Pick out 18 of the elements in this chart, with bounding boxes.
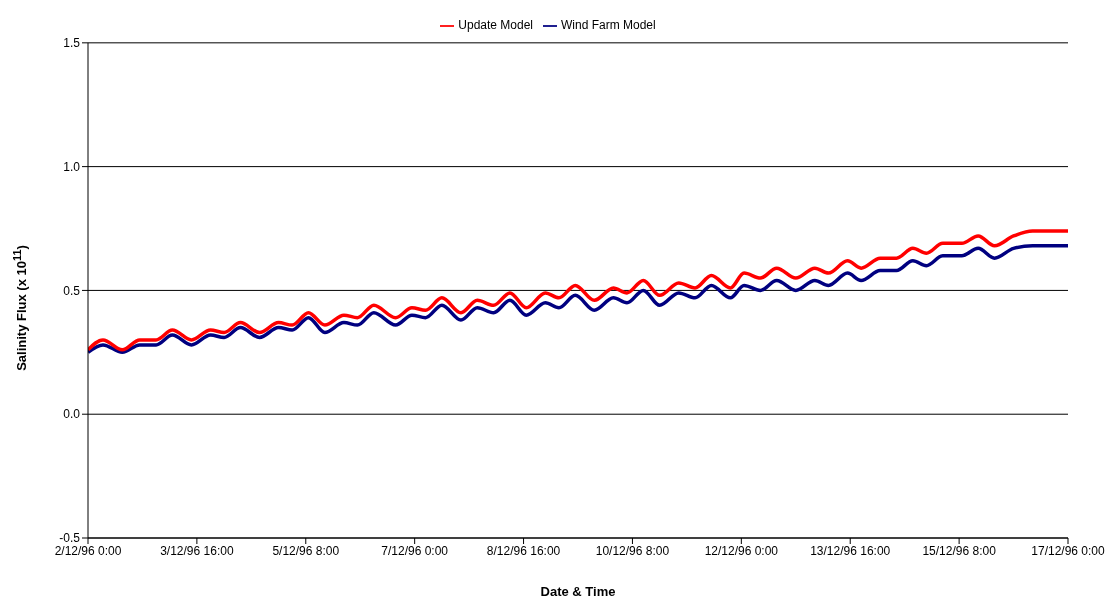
legend-label: Update Model [458,18,534,32]
x-tick-label: 8/12/96 16:00 [486,543,561,558]
y-tick-label: 1.5 [63,36,81,51]
y-tick-label: -0.5 [59,531,81,546]
x-tick-label: 5/12/96 8:00 [272,543,340,558]
y-tick-label: 0.5 [63,283,81,298]
y-tick-label: 0.0 [63,407,81,422]
legend-label: Wind Farm Model [561,18,656,32]
x-tick-label: 7/12/96 0:00 [381,543,449,558]
y-tick-label: 1.0 [63,159,81,174]
x-tick-label: 13/12/96 16:00 [810,543,891,558]
x-tick-label: 15/12/96 8:00 [922,543,997,558]
x-tick-label: 3/12/96 16:00 [160,543,234,558]
x-axis-title: Date & Time [540,584,616,599]
x-tick-label: 12/12/96 0:00 [704,543,779,558]
x-tick-label: 2/12/96 0:00 [54,543,122,558]
x-tick-label: 17/12/96 0:00 [1031,543,1106,558]
x-tick-label: 10/12/96 8:00 [595,543,670,558]
